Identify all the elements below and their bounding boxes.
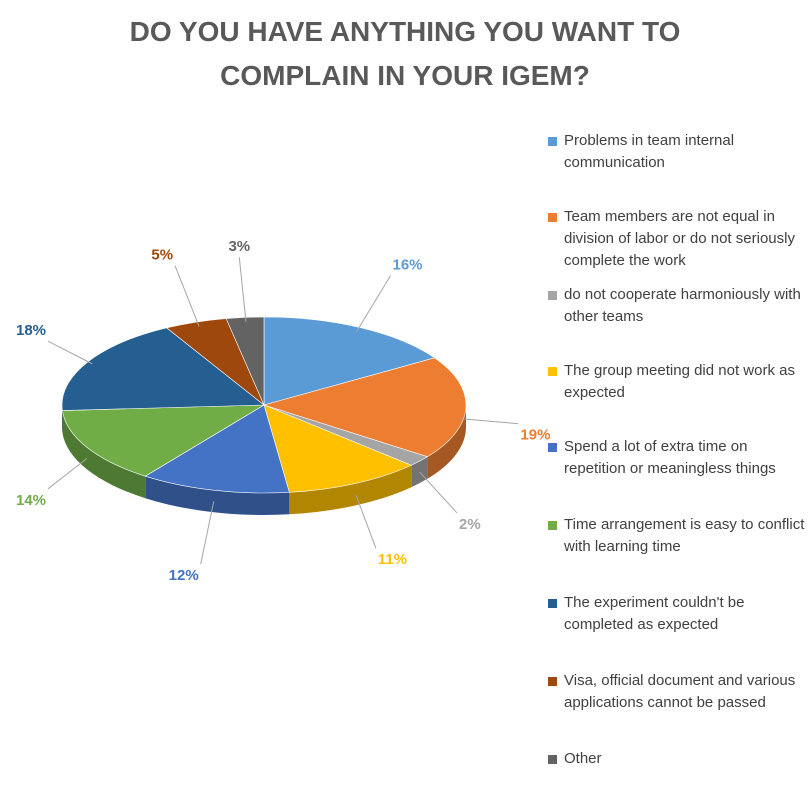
- legend-swatch-3: [548, 367, 557, 376]
- chart-title: DO YOU HAVE ANYTHING YOU WANT TO COMPLAI…: [0, 10, 810, 98]
- data-label-5: 14%: [16, 492, 46, 509]
- leader-line-0: [356, 275, 391, 333]
- leader-line-2: [419, 471, 458, 514]
- legend-swatch-1: [548, 213, 557, 222]
- legend-label-3: The group meeting did not work as expect…: [564, 362, 795, 401]
- legend-item-3: The group meeting did not work as expect…: [548, 360, 806, 404]
- legend-item-5: Time arrangement is easy to conflict wit…: [548, 514, 806, 558]
- legend-item-0: Problems in team internal communication: [548, 130, 806, 174]
- legend-item-7: Visa, official document and various appl…: [548, 670, 806, 714]
- data-label-2: 2%: [459, 516, 481, 533]
- data-label-3: 11%: [378, 551, 407, 568]
- leader-line-3: [355, 494, 377, 549]
- leader-line-8: [238, 257, 247, 322]
- leader-line-5: [47, 458, 88, 490]
- pie-slice-1: [262, 357, 467, 458]
- legend-swatch-6: [548, 599, 557, 608]
- pie-tops: [61, 316, 467, 494]
- legend-swatch-7: [548, 677, 557, 686]
- data-label-8: 3%: [228, 238, 250, 255]
- pie-sides: [62, 405, 466, 515]
- legend-swatch-5: [548, 521, 557, 530]
- legend-label-5: Time arrangement is easy to conflict wit…: [564, 516, 805, 555]
- chart-title-line-1: DO YOU HAVE ANYTHING YOU WANT TO: [129, 16, 681, 47]
- legend-swatch-2: [548, 291, 557, 300]
- pie-slice-side-5: [62, 410, 146, 499]
- leader-line-4: [200, 501, 215, 565]
- legend-label-0: Problems in team internal communication: [564, 132, 735, 171]
- legend-swatch-8: [548, 755, 557, 764]
- pie-slice-side-3: [289, 465, 412, 515]
- pie-leaders: [47, 257, 519, 565]
- pie-slice-4: [144, 404, 290, 494]
- pie-slice-5: [62, 404, 266, 477]
- chart-title-line-2: COMPLAIN IN YOUR IGEM?: [220, 60, 590, 91]
- legend-label-4: Spend a lot of extra time on repetition …: [564, 438, 776, 477]
- legend-swatch-0: [548, 137, 557, 146]
- legend-label-8: Other: [564, 750, 602, 767]
- legend-label-1: Team members are not equal in division o…: [564, 208, 795, 269]
- data-label-6: 18%: [16, 322, 46, 339]
- legend-item-1: Team members are not equal in division o…: [548, 206, 806, 272]
- legend-item-6: The experiment couldn't be completed as …: [548, 592, 806, 636]
- pie-slice-6: [61, 327, 265, 411]
- data-label-1: 19%: [520, 427, 550, 444]
- legend-item-8: Other: [548, 748, 806, 770]
- pie-slice-side-2: [411, 456, 428, 488]
- data-label-4: 12%: [169, 567, 199, 584]
- legend-swatch-4: [548, 443, 557, 452]
- leader-line-6: [47, 340, 93, 365]
- leader-line-7: [174, 265, 200, 327]
- pie-slice-0: [263, 316, 436, 406]
- data-label-7: 5%: [151, 247, 173, 264]
- legend-item-4: Spend a lot of extra time on repetition …: [548, 436, 806, 480]
- pie-slice-side-1: [427, 405, 466, 479]
- legend-label-2: do not cooperate harmoniously with other…: [564, 286, 801, 325]
- legend-item-2: do not cooperate harmoniously with other…: [548, 284, 806, 328]
- pie-slice-3: [263, 404, 413, 493]
- legend-label-7: Visa, official document and various appl…: [564, 672, 796, 711]
- data-label-0: 16%: [393, 257, 423, 274]
- pie-slice-side-4: [145, 476, 290, 515]
- legend-label-6: The experiment couldn't be completed as …: [564, 594, 745, 633]
- pie-labels: 16% 19% 2% 11% 12% 14% 18% 5% 3%: [16, 238, 550, 584]
- leader-line-1: [459, 418, 519, 425]
